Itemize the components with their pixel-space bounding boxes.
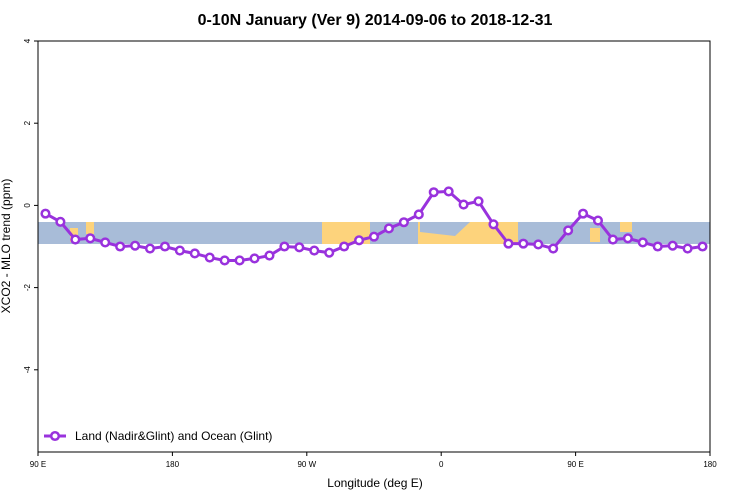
data-point [428,187,439,198]
data-point [533,239,544,250]
data-point [413,209,424,220]
data-point [548,243,559,254]
data-point [264,250,275,261]
data-point [70,234,81,245]
x-axis-label: Longitude (deg E) [327,476,422,490]
y-tick-label: 4 [23,38,32,43]
data-point [563,225,574,236]
data-point [249,253,260,264]
x-tick-label: 180 [703,460,717,469]
legend-marker [49,430,61,442]
x-tick-label: 90 E [30,460,46,469]
data-point [130,240,141,251]
data-point [488,219,499,230]
data-point [398,217,409,228]
data-point [115,241,126,252]
x-tick-label: 90 E [567,460,583,469]
data-point [697,241,708,252]
data-point [473,196,484,207]
y-tick-label: -4 [23,366,32,374]
data-point [189,248,200,259]
data-point [443,186,454,197]
data-point [622,233,633,244]
y-tick-label: 0 [23,203,32,208]
data-point [40,208,51,219]
data-point [279,241,290,252]
data-point [607,234,618,245]
data-point [174,245,185,256]
data-point [219,255,230,266]
data-point [204,252,215,263]
data-point [55,216,66,227]
y-axis-label: XCO2 - MLO trend (ppm) [0,179,13,314]
data-point [578,208,589,219]
data-point [652,241,663,252]
data-point [637,237,648,248]
data-point [234,255,245,266]
y-tick-label: -2 [23,283,32,291]
data-point [85,233,96,244]
y-tick-label: 2 [23,120,32,125]
data-point [503,238,514,249]
data-point [339,241,350,252]
data-point [458,199,469,210]
x-tick-label: 90 W [297,460,316,469]
data-point [309,245,320,256]
data-point [294,242,305,253]
data-point [144,243,156,254]
data-point [682,243,693,254]
data-point [100,237,111,248]
data-point [368,231,380,242]
data-point [159,241,170,252]
x-tick-label: 180 [166,460,180,469]
chart-title: 0-10N January (Ver 9) 2014-09-06 to 2018… [198,12,553,29]
data-point [383,223,394,234]
data-point [354,235,365,246]
plot-frame [37,40,711,453]
x-tick-label: 0 [439,460,444,469]
legend-label: Land (Nadir&Glint) and Ocean (Glint) [75,429,272,443]
data-point [324,247,335,258]
data-point [667,240,678,251]
data-point [518,238,529,249]
data-point [592,215,604,226]
